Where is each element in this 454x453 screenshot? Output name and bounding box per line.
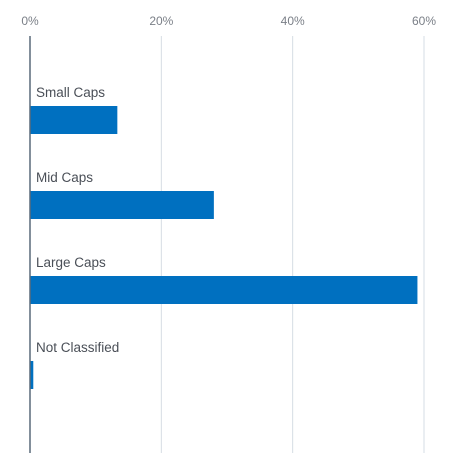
category-label-small-caps: Small Caps bbox=[36, 85, 105, 100]
x-tick-label-20: 20% bbox=[149, 14, 173, 28]
bar-mid-caps bbox=[30, 191, 214, 219]
category-label-not-classified: Not Classified bbox=[36, 340, 119, 355]
bar-small-caps bbox=[30, 106, 118, 134]
x-axis-ticks: 0% 20% 40% 60% bbox=[21, 14, 436, 28]
x-tick-label-60: 60% bbox=[412, 14, 436, 28]
category-label-large-caps: Large Caps bbox=[36, 255, 106, 270]
bar-not-classified bbox=[30, 361, 34, 389]
grid-lines bbox=[160, 36, 425, 453]
category-label-mid-caps: Mid Caps bbox=[36, 170, 93, 185]
x-tick-label-0: 0% bbox=[21, 14, 39, 28]
bar-large-caps bbox=[30, 276, 418, 304]
x-tick-label-40: 40% bbox=[281, 14, 305, 28]
bars bbox=[30, 106, 418, 389]
category-labels: Small Caps Mid Caps Large Caps Not Classifi… bbox=[36, 85, 119, 355]
